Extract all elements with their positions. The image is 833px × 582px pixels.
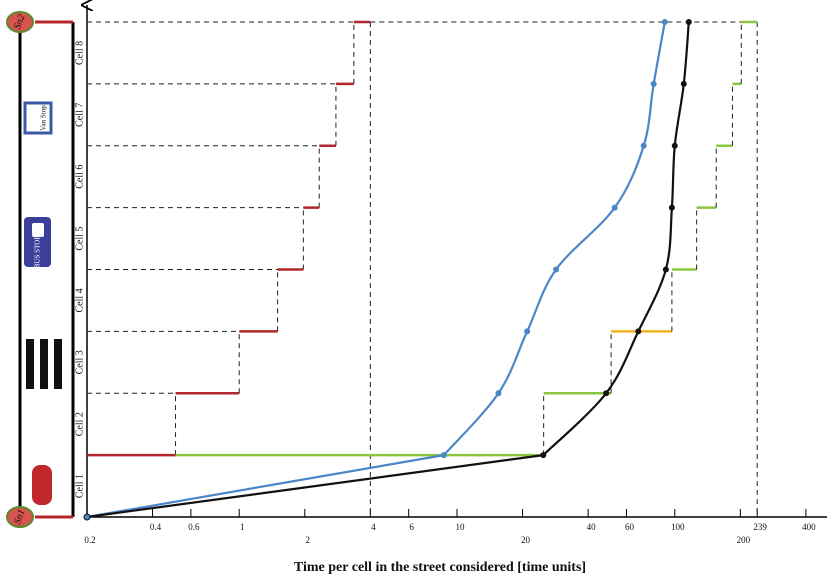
data-point <box>680 80 687 87</box>
data-point <box>650 80 657 87</box>
node-label: Sn2 <box>12 13 27 31</box>
x-tick-label: 1 <box>240 522 245 532</box>
cell-label: Cell 7 <box>74 103 85 127</box>
x-tick-label: 40 <box>587 522 597 532</box>
cell-label: Cell 3 <box>74 350 85 374</box>
x-tick-label: 2 <box>306 535 311 545</box>
x-tick-label: 200 <box>737 535 751 545</box>
x-tick-label: 100 <box>671 522 685 532</box>
x-tick-label: 10 <box>456 522 466 532</box>
cell-label: Cell 5 <box>74 226 85 250</box>
data-point <box>524 328 531 335</box>
data-point <box>662 266 669 273</box>
x-axis-label: Time per cell in the street considered [… <box>294 560 586 575</box>
data-point <box>440 452 447 459</box>
x-tick-label: 0.2 <box>84 535 95 545</box>
data-point <box>668 204 675 211</box>
origin-segment <box>86 454 544 519</box>
curve-line <box>443 21 666 456</box>
x-tick-label: 60 <box>625 522 635 532</box>
cell-label: Cell 4 <box>74 288 85 312</box>
sign-label: BUS STOP <box>34 236 42 268</box>
cell-label: Cell 6 <box>74 165 85 189</box>
origin-segment <box>86 454 445 519</box>
x-tick-label: 0.4 <box>150 522 162 532</box>
curve-line <box>542 21 690 456</box>
origin-point <box>83 513 91 521</box>
data-point <box>685 19 692 25</box>
data-point <box>495 390 502 397</box>
data-point <box>603 390 610 397</box>
x-tick-label: 4 <box>371 522 376 532</box>
data-point <box>540 452 547 459</box>
x-tick-label: 239 <box>753 522 767 532</box>
cell-label: Cell 8 <box>74 41 85 65</box>
data-point <box>635 328 642 335</box>
data-point <box>553 266 560 273</box>
sign-label: Van Stop <box>40 105 48 131</box>
x-tick-label: 400 <box>802 522 816 532</box>
street-illustration <box>6 11 75 528</box>
x-tick-label: 20 <box>521 535 531 545</box>
data-point <box>661 19 668 25</box>
cell-label: Cell 2 <box>74 412 85 436</box>
data-point <box>640 142 647 149</box>
node-label: Sn1 <box>12 508 27 526</box>
data-point <box>671 142 678 149</box>
cell-label: Cell 1 <box>74 474 85 498</box>
x-tick-label: 6 <box>409 522 414 532</box>
data-point <box>611 204 618 211</box>
x-tick-label: 0.6 <box>188 522 200 532</box>
